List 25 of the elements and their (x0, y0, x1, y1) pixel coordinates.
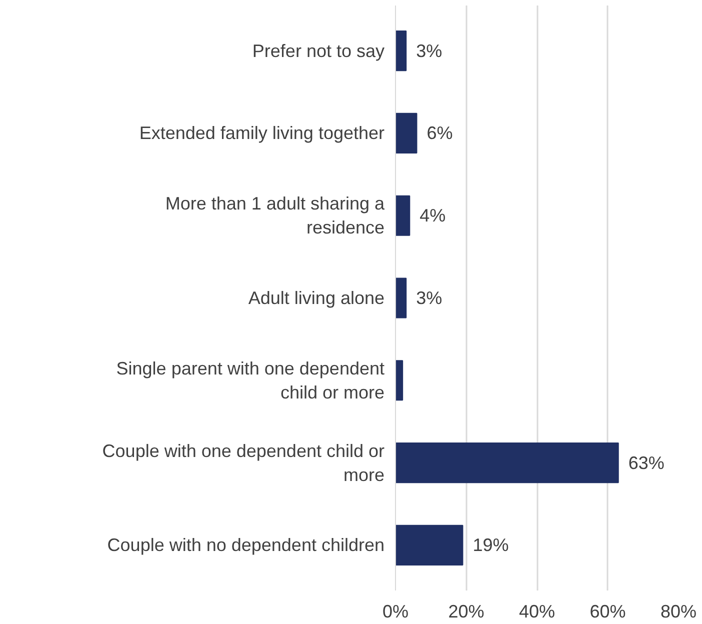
bar (396, 360, 404, 401)
y-tick-label: Single parent with one dependent child or more (116, 358, 385, 402)
y-tick-label: More than 1 adult sharing a residence (165, 194, 386, 238)
bar (396, 195, 410, 236)
bar (396, 442, 619, 484)
x-tick-label: 60% (590, 602, 626, 622)
x-tick-label: 40% (518, 602, 556, 622)
bar (396, 278, 407, 318)
x-tick-label: 0% (382, 602, 409, 622)
x-tick-label: 80% (660, 602, 697, 622)
data-label: 19% (472, 535, 509, 556)
y-tick-label: Adult living alone (248, 288, 385, 308)
bar (396, 112, 418, 154)
data-label: 4% (420, 206, 446, 226)
bar (396, 30, 407, 72)
y-tick-label: Couple with one dependent child or more (102, 440, 385, 485)
data-label: 3% (416, 288, 442, 308)
data-label: 6% (426, 123, 453, 144)
data-label: 3% (416, 40, 442, 61)
bar (396, 524, 464, 566)
y-tick-label: Prefer not to say (252, 40, 385, 61)
data-label: 63% (628, 452, 664, 473)
x-tick-label: 20% (448, 602, 484, 622)
y-tick-label: Couple with no dependent children (107, 535, 385, 556)
y-tick-label: Extended family living together (139, 123, 385, 144)
